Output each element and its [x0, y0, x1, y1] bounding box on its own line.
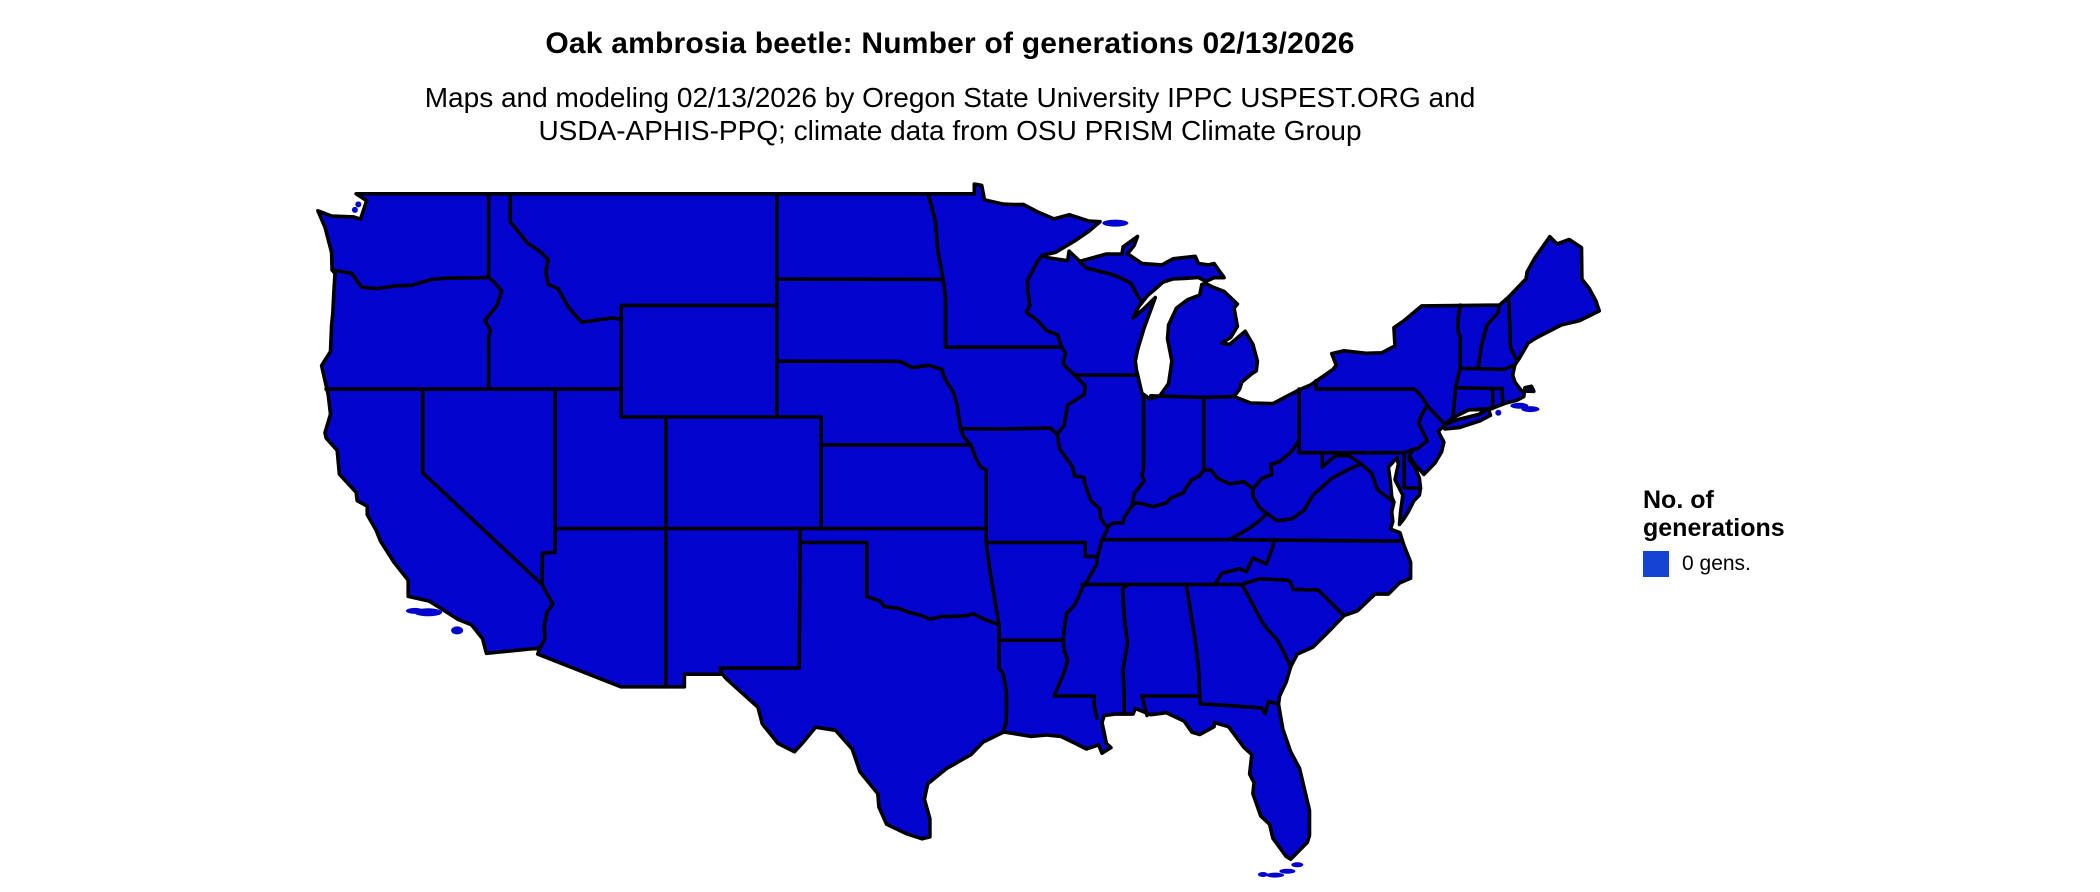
state-border	[540, 387, 557, 587]
state-border	[1055, 432, 1109, 529]
state-border	[1500, 386, 1505, 404]
state-border	[1506, 295, 1518, 361]
state-border	[1052, 525, 1110, 698]
state-border	[864, 594, 1001, 627]
state-border	[1227, 511, 1269, 542]
state-border	[1052, 694, 1099, 721]
state-border	[1105, 468, 1255, 529]
state-border	[1265, 462, 1363, 523]
state-border	[420, 387, 544, 587]
island	[451, 626, 464, 635]
state-border	[1251, 487, 1269, 516]
state-border	[926, 192, 948, 349]
state-border	[483, 275, 504, 391]
island	[405, 607, 424, 614]
legend-item: 0 gens.	[1643, 551, 1903, 577]
state-border	[1476, 303, 1502, 371]
island	[1102, 219, 1129, 227]
state-border	[1055, 373, 1087, 437]
state-border	[798, 540, 869, 599]
state-border	[1198, 699, 1281, 716]
legend-swatch-0-gens	[1643, 551, 1669, 577]
legend-title-line-1: No. of	[1643, 486, 1714, 514]
legend-item-label: 0 gens.	[1682, 552, 1751, 575]
state-border	[538, 582, 555, 650]
state-border	[1240, 577, 1346, 618]
legend-title: No. of generations	[1643, 486, 1903, 542]
conus-outline	[316, 182, 1602, 861]
island	[355, 201, 362, 208]
state-border	[1130, 394, 1146, 508]
state-border	[984, 540, 1001, 627]
island	[1495, 409, 1502, 416]
legend-title-line-2: generations	[1643, 514, 1785, 542]
state-border	[1402, 450, 1423, 490]
island	[1279, 868, 1296, 874]
state-border	[1024, 253, 1064, 349]
state-border	[984, 540, 1100, 559]
page-title: Oak ambrosia beetle: Number of generatio…	[545, 27, 1355, 60]
state-border	[958, 426, 1059, 437]
island	[1257, 872, 1268, 877]
state-border	[1213, 537, 1276, 587]
island	[1266, 872, 1285, 878]
state-border	[1120, 582, 1131, 716]
state-border	[330, 268, 491, 291]
state-border	[508, 192, 624, 324]
state-border	[1458, 363, 1517, 372]
state-border	[1240, 582, 1293, 669]
state-border	[1184, 582, 1203, 706]
island	[1521, 406, 1540, 413]
attribution-line-1: Maps and modeling 02/13/2026 by Oregon S…	[424, 82, 1476, 113]
island	[1291, 862, 1304, 868]
map-legend: No. of generations 0 gens.	[1643, 486, 1903, 577]
map-attribution: Maps and modeling 02/13/2026 by Oregon S…	[0, 81, 1900, 147]
state-border	[775, 359, 946, 377]
state-border	[1426, 405, 1447, 426]
island	[351, 206, 358, 213]
state-borders	[324, 192, 1518, 734]
us-map-svg	[316, 182, 1602, 878]
state-border	[1314, 378, 1429, 458]
state-border	[1149, 394, 1236, 400]
state-border	[1453, 385, 1504, 391]
attribution-line-2: USDA-APHIS-PPQ; climate data from OSU PR…	[538, 115, 1362, 146]
state-border	[1100, 537, 1405, 543]
state-border	[941, 373, 973, 447]
state-border	[1450, 303, 1463, 419]
state-border	[997, 623, 1009, 734]
state-border	[717, 526, 802, 676]
state-border	[1077, 259, 1144, 305]
state-border	[1059, 345, 1140, 377]
state-border	[1320, 453, 1396, 504]
state-border	[1489, 386, 1495, 411]
state-border	[969, 443, 988, 545]
state-border	[1140, 694, 1149, 718]
